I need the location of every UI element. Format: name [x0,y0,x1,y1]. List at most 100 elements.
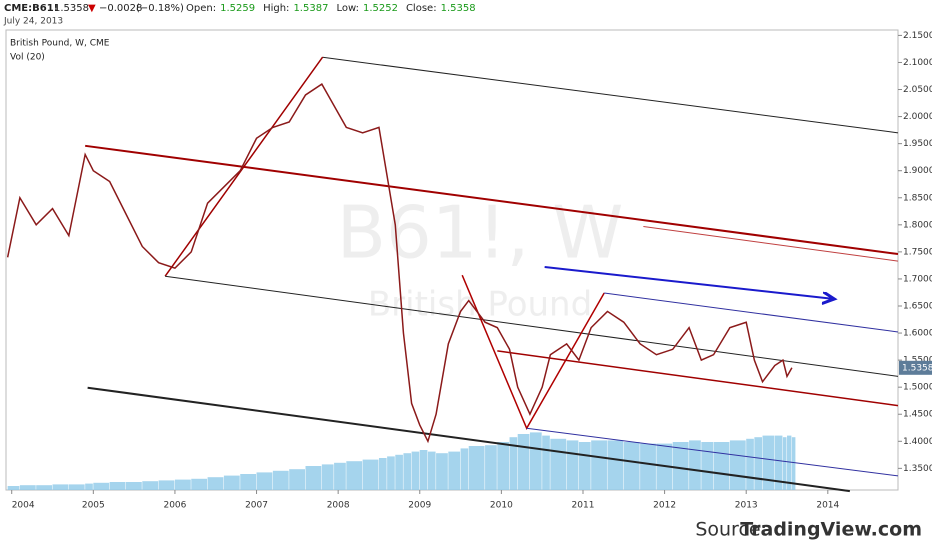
volume-bar [419,450,428,490]
x-tick-label: 2008 [327,501,350,511]
change-pct: (−0.18%) [136,3,184,14]
x-tick-label: 2014 [816,501,839,511]
volume-bar [174,479,191,490]
volume-bar [7,486,20,490]
volume-bar [321,464,334,490]
change: −0.0028 [99,3,142,14]
last-price-label: 1.5358 [902,363,932,373]
x-tick-label: 2013 [735,501,758,511]
volume-bar [240,474,257,490]
y-tick-label: 1.7500 [903,247,932,257]
volume-bar [578,442,591,490]
y-tick-label: 1.4500 [903,410,932,420]
volume-bar [591,440,607,490]
last-price: 1.5358 [54,3,89,14]
watermark: B61!, W [337,191,624,275]
volume-bar [509,437,518,490]
volume-bar [36,485,53,490]
volume-bar [378,458,387,490]
y-tick-label: 1.8500 [903,193,932,203]
y-tick-label: 1.5000 [903,383,932,393]
trend-line [87,386,850,493]
volume-pane [7,432,796,490]
trend-line [165,275,899,377]
y-tick-label: 1.6500 [903,302,932,312]
y-tick-label: 1.9000 [903,166,932,176]
volume-bar [542,435,550,490]
volume-bar [607,440,624,490]
volume-bar [529,432,542,490]
volume-bar [787,435,792,490]
volume-bar [362,459,379,490]
x-tick-label: 2012 [653,501,676,511]
volume-bar [517,434,530,490]
x-tick-label: 2007 [245,501,268,511]
volume-bar [497,442,510,490]
ohlc-label: High: [263,3,289,14]
y-tick-label: 2.0500 [903,85,932,95]
y-tick-label: 2.1500 [903,31,932,41]
volume-bar [142,481,159,490]
volume-bar [689,440,701,490]
volume-bar [85,483,93,490]
volume-bar [289,469,306,490]
volume-bar [762,435,775,490]
volume-bar [403,453,412,490]
trend-line [85,144,899,256]
source-name: TradingView.com [740,519,922,541]
symbol: CME:B61! [4,3,58,14]
volume-bar [256,472,273,490]
x-tick-label: 2004 [12,501,35,511]
trend-line [526,427,899,477]
volume-bar [448,451,461,490]
volume-bar [109,482,126,490]
plot-area [5,29,899,491]
volume-bar [93,482,110,490]
y-tick-label: 1.3500 [903,464,932,474]
volume-bar [774,435,783,490]
ohlc-value: 1.5387 [293,3,328,14]
x-tick-label: 2011 [572,501,595,511]
trend-line [497,350,899,407]
volume-bar [754,437,763,490]
volume-bar [19,485,36,490]
trend-line [544,266,835,299]
volume-bar [713,442,730,490]
x-tick-label: 2009 [408,501,431,511]
ohlc-label: Close: [406,3,437,14]
volume-bar [436,453,448,490]
volume-bar [387,456,395,490]
volume-bar [191,478,208,490]
last-price-box [899,360,932,375]
ohlc-value: 1.5358 [441,3,476,14]
chart-title: British Pound, W, CME [10,39,110,49]
volume-bar [158,480,175,490]
price-line [6,83,793,444]
y-tick-label: 2.0000 [903,112,932,122]
drawings [85,56,899,493]
axes: 1.3500 1.4000 1.4500 1.5000 1.5500 1.6000 1.65… [11,31,932,511]
x-tick-label: 2006 [163,501,186,511]
y-tick-label: 2.1000 [903,58,932,68]
volume-bar [701,442,714,490]
y-tick-label: 1.9500 [903,139,932,149]
y-tick-label: 1.4000 [903,437,932,447]
volume-bar [411,451,420,490]
ohlc-label: Low: [336,3,359,14]
volume-bar [672,442,689,490]
ohlc: Open: 1.5259 High: 1.5387 Low: 1.5252 Close: 1.… [186,3,476,14]
volume-bar [746,438,754,490]
volume-bar [729,440,746,490]
ohlc-value: 1.5252 [363,3,398,14]
x-tick-label: 2010 [490,501,513,511]
x-tick-label: 2005 [82,501,105,511]
source-prefix: Source: [695,519,767,541]
arrow: ▼ [88,3,96,14]
volume-bar [68,484,85,490]
volume-bar [395,454,403,490]
y-tick-label: 1.5500 [903,356,932,366]
trend-line [643,225,899,262]
volume-bar [791,437,796,490]
